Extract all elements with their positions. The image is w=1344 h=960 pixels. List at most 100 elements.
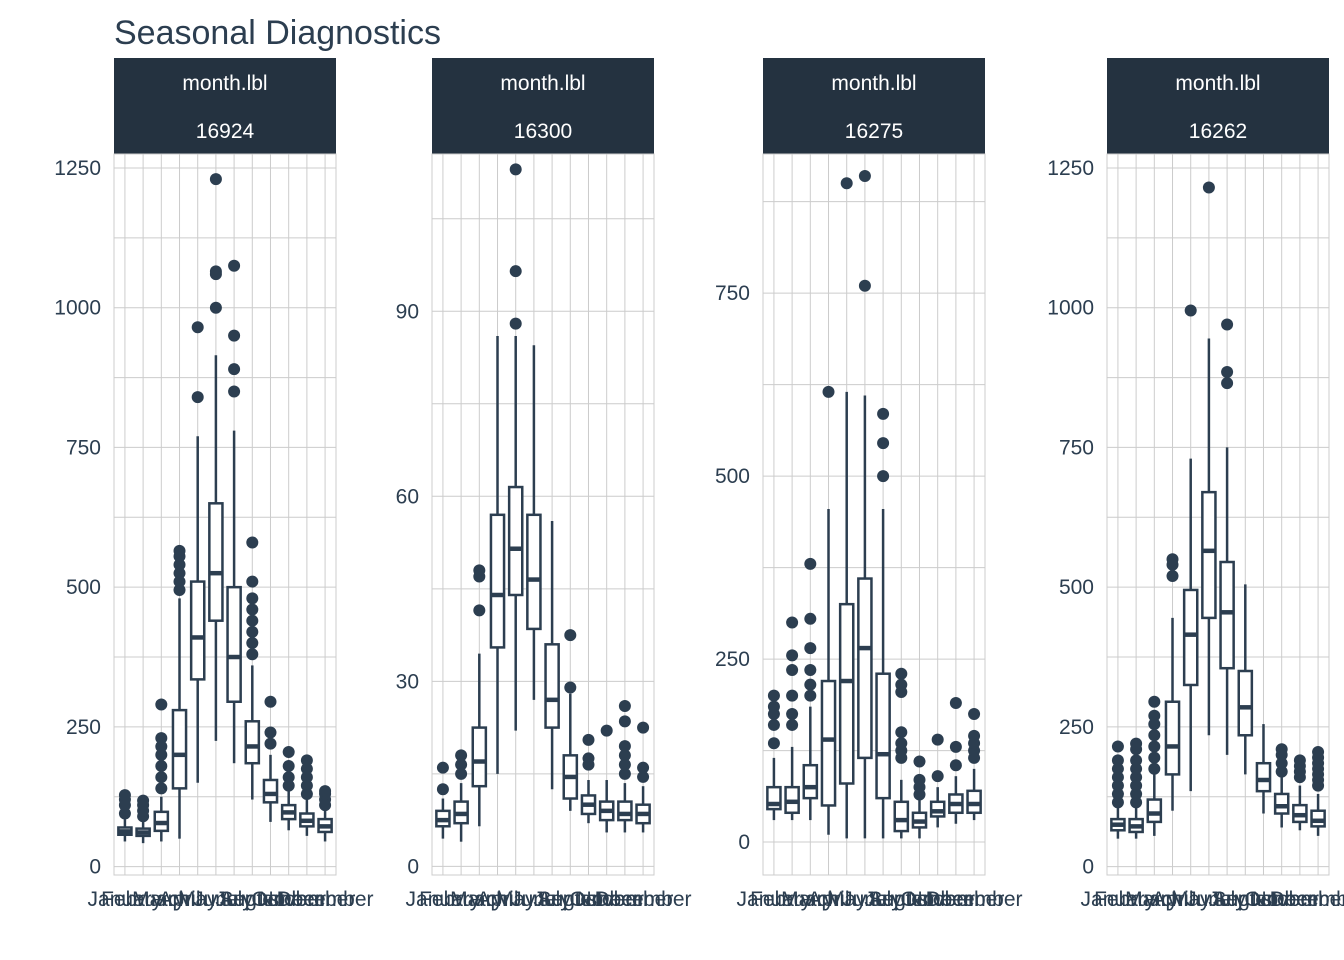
boxplot-march bbox=[802, 557, 819, 821]
boxplot-december bbox=[1310, 746, 1326, 836]
outlier-point bbox=[931, 770, 944, 783]
x-tick-label: September bbox=[1212, 888, 1315, 911]
outlier-point bbox=[582, 752, 595, 765]
outlier-point bbox=[246, 592, 259, 605]
outlier-point bbox=[968, 729, 981, 742]
outlier-point bbox=[246, 536, 259, 549]
outlier-point bbox=[786, 718, 799, 731]
outlier-point bbox=[1130, 787, 1143, 800]
outlier-point bbox=[300, 787, 313, 800]
outlier-point bbox=[895, 737, 908, 750]
chart-title: Seasonal Diagnostics bbox=[114, 14, 441, 52]
outlier-point bbox=[1221, 318, 1234, 331]
outlier-point bbox=[1111, 762, 1124, 775]
y-tick-label: 500 bbox=[715, 465, 750, 488]
outlier-point bbox=[264, 695, 277, 708]
outlier-point bbox=[264, 726, 277, 739]
y-tick-label: 750 bbox=[715, 282, 750, 305]
outlier-point bbox=[282, 746, 295, 759]
outlier-point bbox=[473, 604, 486, 617]
boxplot-march bbox=[471, 564, 488, 827]
outlier-point bbox=[1148, 718, 1161, 731]
x-tick-label: January bbox=[406, 888, 481, 911]
box-iqr bbox=[1255, 761, 1272, 793]
box-iqr bbox=[1164, 700, 1181, 776]
x-tick-label: December bbox=[1270, 888, 1344, 911]
box-iqr bbox=[1182, 588, 1199, 687]
outlier-point bbox=[155, 698, 168, 711]
x-tick-label: February bbox=[419, 888, 504, 911]
boxplot-december bbox=[635, 721, 651, 833]
boxplot-january bbox=[435, 761, 451, 839]
outlier-point bbox=[1130, 796, 1143, 809]
outlier-point bbox=[804, 664, 817, 677]
box-iqr bbox=[244, 720, 261, 765]
boxplot-february bbox=[1128, 737, 1144, 839]
box-iqr bbox=[489, 513, 506, 649]
boxplot-april bbox=[171, 544, 188, 839]
y-tick-label: 0 bbox=[407, 855, 419, 878]
outlier-point bbox=[877, 470, 890, 483]
x-tick-label: June bbox=[511, 888, 557, 911]
boxplot-september bbox=[262, 695, 279, 822]
x-tick-label: January bbox=[88, 888, 163, 911]
x-tick-label: June bbox=[842, 888, 888, 911]
outlier-point bbox=[509, 265, 522, 278]
outlier-point bbox=[949, 740, 962, 753]
outlier-point bbox=[155, 748, 168, 761]
outlier-point bbox=[767, 689, 780, 702]
outlier-point bbox=[173, 558, 186, 571]
x-tick-label: June bbox=[193, 888, 239, 911]
outlier-point bbox=[209, 173, 222, 186]
outlier-point bbox=[804, 557, 817, 570]
x-tick-label: September bbox=[219, 888, 322, 911]
boxplot-february bbox=[135, 794, 151, 844]
outlier-point bbox=[877, 437, 890, 450]
box-iqr bbox=[544, 643, 560, 729]
facet-panel: month.lbl 16300 0 30 60 90 JanuaryFebruaryMarc… bbox=[396, 58, 692, 911]
outlier-point bbox=[1148, 762, 1161, 775]
outlier-point bbox=[786, 689, 799, 702]
box-iqr bbox=[471, 726, 488, 788]
outlier-point bbox=[300, 771, 313, 784]
y-tick-label: 750 bbox=[1059, 436, 1094, 459]
outlier-point bbox=[822, 385, 835, 398]
outlier-point bbox=[473, 564, 486, 577]
panel-frame bbox=[113, 153, 337, 876]
x-tick-label: February bbox=[750, 888, 835, 911]
outlier-point bbox=[246, 625, 259, 638]
outlier-point bbox=[618, 767, 631, 780]
box-iqr bbox=[820, 679, 837, 807]
boxplot-november bbox=[1292, 754, 1308, 831]
outlier-point bbox=[1166, 553, 1179, 566]
x-tick-label: November bbox=[1251, 888, 1344, 911]
box-iqr bbox=[1237, 669, 1254, 737]
outlier-point bbox=[1221, 377, 1234, 390]
y-tick-label: 250 bbox=[1059, 716, 1094, 739]
outlier-point bbox=[1111, 740, 1124, 753]
outlier-point bbox=[228, 329, 241, 342]
boxplot-august bbox=[244, 536, 261, 800]
outlier-point bbox=[637, 770, 650, 783]
outlier-point bbox=[767, 700, 780, 713]
outlier-point bbox=[1130, 771, 1143, 784]
outlier-point bbox=[455, 749, 468, 762]
y-tick-label: 90 bbox=[396, 300, 419, 323]
outlier-point bbox=[1275, 743, 1288, 756]
outlier-point bbox=[173, 575, 186, 588]
outlier-point bbox=[1166, 569, 1179, 582]
outlier-point bbox=[137, 794, 150, 807]
outlier-point bbox=[118, 789, 131, 802]
outlier-point bbox=[895, 726, 908, 739]
box-iqr bbox=[857, 577, 873, 760]
outlier-point bbox=[173, 567, 186, 580]
box-iqr bbox=[507, 485, 524, 597]
boxplot-december bbox=[966, 707, 982, 821]
outlier-point bbox=[618, 758, 631, 771]
outlier-point bbox=[895, 678, 908, 691]
outlier-point bbox=[264, 737, 277, 750]
y-tick-label: 0 bbox=[89, 856, 101, 879]
boxplot-october bbox=[1273, 743, 1290, 828]
outlier-point bbox=[1293, 754, 1306, 767]
outlier-point bbox=[246, 603, 259, 616]
